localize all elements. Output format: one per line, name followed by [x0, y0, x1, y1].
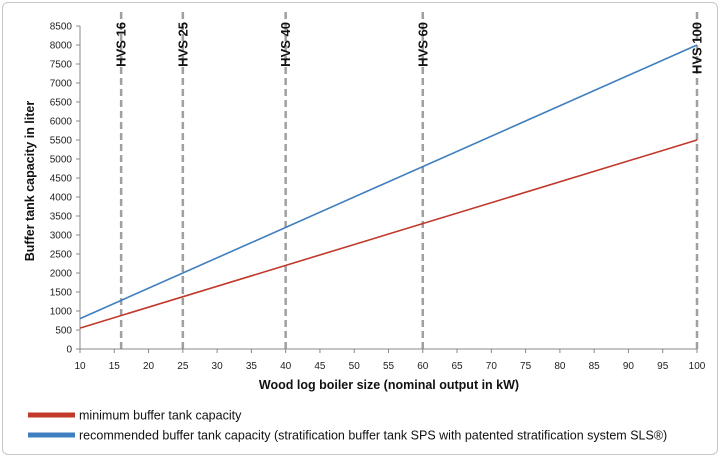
hvs-marker-label: HVS 100: [690, 22, 705, 74]
legend-label-minimum: minimum buffer tank capacity: [79, 409, 242, 423]
legend-label-recommended: recommended buffer tank capacity (strati…: [79, 429, 667, 443]
series-lines: [79, 44, 698, 329]
recommended-capacity-line: [79, 44, 698, 320]
x-tick-label: 65: [451, 361, 463, 372]
y-axis-title: Buffer tank capacity in liter: [23, 101, 37, 262]
y-tick-label: 8500: [50, 22, 73, 33]
y-tick-label: 1500: [50, 288, 73, 299]
y-tick-label: 3500: [50, 212, 73, 223]
y-tick-label: 2500: [50, 250, 73, 261]
y-tick-label: 5000: [50, 155, 73, 166]
y-tick-label: 2000: [50, 269, 73, 280]
x-tick-label: 45: [314, 361, 326, 372]
marker-lines: HVS 16 HVS 25 HVS 40 HVS 60 HVS 100: [114, 12, 705, 349]
x-tick-label: 100: [689, 361, 706, 372]
x-tick-label: 70: [486, 361, 498, 372]
x-tick-label: 60: [417, 361, 429, 372]
x-tick-label: 50: [349, 361, 361, 372]
x-tick-label: 75: [520, 361, 532, 372]
y-tick-label: 7500: [50, 60, 73, 71]
y-tick-label: 7000: [50, 79, 73, 90]
hvs-marker-label: HVS 40: [278, 22, 293, 67]
y-tick-label: 8000: [50, 41, 73, 52]
hvs-marker-label: HVS 25: [175, 22, 190, 67]
x-tick-label: 10: [74, 361, 86, 372]
x-tick-label: 40: [280, 361, 292, 372]
x-tick-label: 90: [623, 361, 635, 372]
hvs-marker-label: HVS 60: [415, 22, 430, 67]
legend: minimum buffer tank capacity recommended …: [28, 409, 667, 443]
y-tick-label: 1000: [50, 307, 73, 318]
x-tick-label: 80: [554, 361, 566, 372]
x-axis-title: Wood log boiler size (nominal output in …: [259, 378, 519, 392]
minimum-capacity-line: [79, 139, 698, 329]
x-tick-label: 25: [177, 361, 189, 372]
y-tick-label: 6500: [50, 98, 73, 109]
x-tick-label: 15: [109, 361, 121, 372]
y-tick-label: 4000: [50, 193, 73, 204]
y-tick-label: 0: [66, 345, 72, 356]
hvs-marker-label: HVS 16: [114, 22, 129, 67]
y-tick-label: 5500: [50, 136, 73, 147]
y-tick-label: 500: [55, 326, 72, 337]
x-tick-label: 30: [212, 361, 224, 372]
x-tick-label: 95: [657, 361, 669, 372]
y-tick-label: 4500: [50, 174, 73, 185]
x-tick-label: 85: [589, 361, 601, 372]
x-tick-label: 35: [246, 361, 258, 372]
x-tick-label: 20: [143, 361, 155, 372]
tick-labels: 0 500 1000 1500 2000 2500 3000 3500 4000 4500 5000…: [50, 22, 706, 373]
x-tick-label: 55: [383, 361, 395, 372]
y-tick-label: 6000: [50, 117, 73, 128]
y-tick-label: 3000: [50, 231, 73, 242]
